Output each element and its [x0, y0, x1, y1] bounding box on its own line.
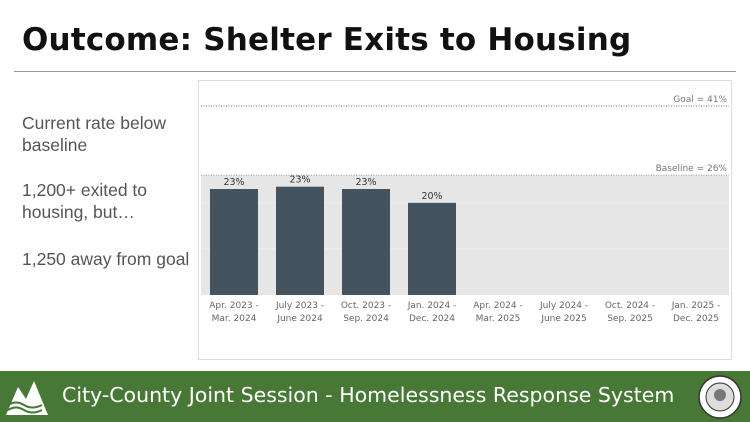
baseline-label: Baseline = 26%: [656, 164, 728, 174]
bar: [342, 189, 390, 295]
x-tick-label: June 2025: [540, 314, 586, 324]
page-title: Outcome: Shelter Exits to Housing: [22, 22, 632, 58]
x-tick-label: Jan. 2025 -: [671, 301, 721, 311]
x-tick-label: Dec. 2024: [409, 314, 455, 324]
city-seal-icon: [698, 375, 742, 419]
x-tick-label: July 2023 -: [275, 301, 324, 311]
bar: [408, 202, 456, 295]
footer-title: City-County Joint Session - Homelessness…: [62, 383, 675, 407]
x-tick-label: Sep. 2025: [607, 314, 653, 324]
x-tick-label: Apr. 2024 -: [473, 301, 522, 311]
bullet-text: 1,200+ exited to housing, but…: [22, 180, 148, 222]
x-tick-label: Apr. 2023 -: [209, 301, 258, 311]
bar: [210, 189, 258, 295]
data-label: 23%: [289, 175, 310, 186]
data-label: 20%: [421, 191, 442, 202]
x-tick-label: Mar. 2025: [476, 314, 521, 324]
x-tick-label: Jan. 2024 -: [407, 301, 457, 311]
x-tick-label: Dec. 2025: [673, 314, 719, 324]
title-divider: [14, 71, 736, 72]
bullet-text: 1,250 away from goal: [22, 249, 190, 269]
x-tick-label: Oct. 2023 -: [341, 301, 391, 311]
bullet-text: Current rate below baseline: [22, 113, 166, 155]
county-logo-icon: [6, 381, 48, 415]
data-label: 23%: [223, 177, 244, 188]
x-tick-label: July 2024 -: [539, 301, 588, 311]
bar: [276, 186, 324, 295]
footer-banner: City-County Joint Session - Homelessness…: [0, 371, 750, 422]
x-tick-label: Mar. 2024: [212, 314, 257, 324]
goal-label: Goal = 41%: [673, 95, 727, 105]
x-tick-label: Oct. 2024 -: [605, 301, 655, 311]
x-tick-label: June 2024: [276, 314, 323, 324]
x-tick-label: Sep. 2024: [343, 314, 389, 324]
data-label: 23%: [355, 177, 376, 188]
chart: Goal = 41% Baseline = 26% 23% Apr. 2023 - Ma…: [198, 80, 732, 360]
bar-chart: Goal = 41% Baseline = 26% 23% Apr. 2023 - Ma…: [201, 95, 729, 324]
